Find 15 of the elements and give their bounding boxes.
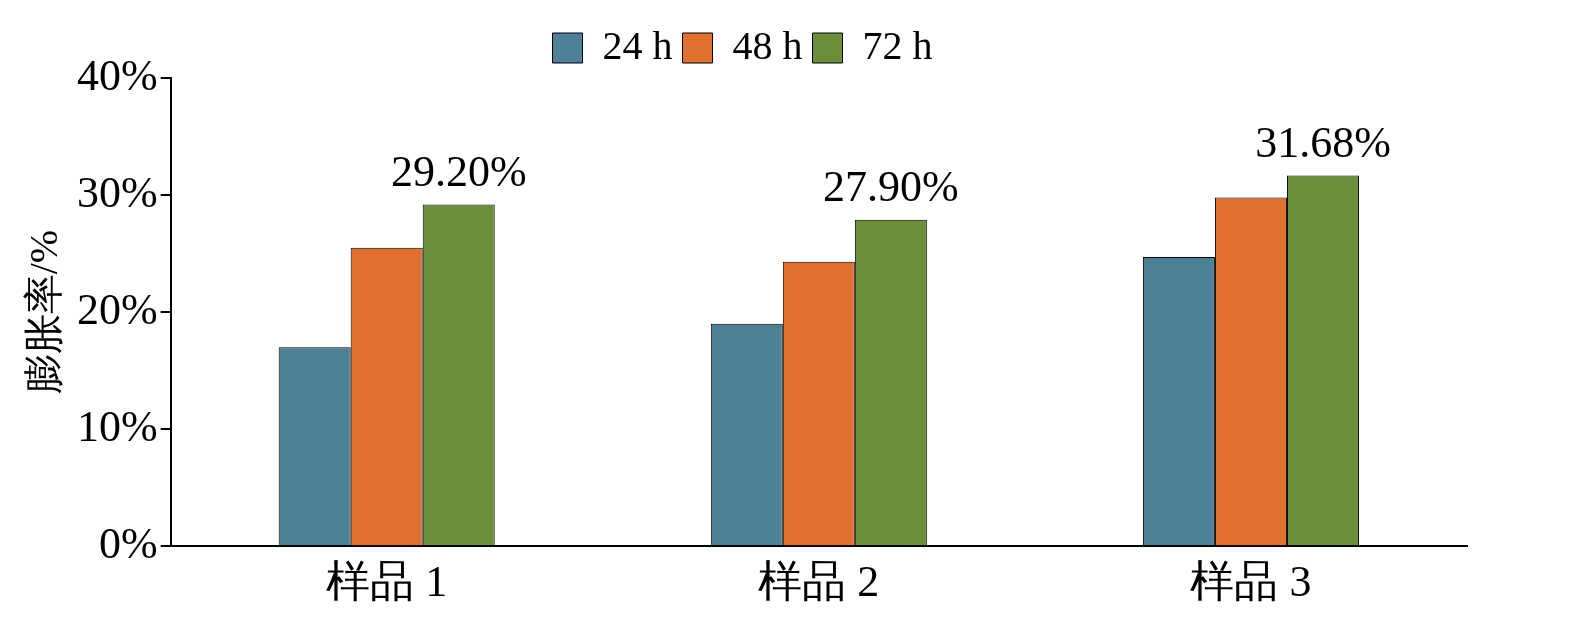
y-tick-label: 10% [77, 401, 158, 451]
x-tick-label: 样品 1 [326, 557, 448, 607]
data-label: 27.90% [823, 162, 959, 212]
data-label: 29.20% [390, 146, 527, 196]
y-tick-label: 30% [77, 167, 158, 217]
legend-label: 48 h [732, 22, 803, 68]
y-axis-title: 膨胀率/% [20, 229, 66, 395]
data-label: 31.68% [1255, 117, 1391, 167]
y-tick-label: 0% [99, 518, 158, 568]
x-tick-label: 样品 2 [758, 557, 880, 607]
legend-label: 24 h [602, 22, 673, 68]
legend-label: 72 h [862, 22, 933, 68]
y-tick-label: 20% [77, 284, 158, 334]
x-tick-label: 样品 3 [1190, 557, 1312, 607]
y-tick-label: 40% [77, 50, 158, 100]
